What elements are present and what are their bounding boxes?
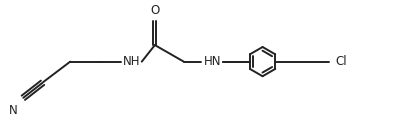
Text: O: O — [150, 4, 160, 17]
Text: HN: HN — [204, 55, 221, 68]
Text: NH: NH — [123, 55, 140, 68]
Text: Cl: Cl — [336, 55, 347, 68]
Text: N: N — [8, 104, 17, 117]
